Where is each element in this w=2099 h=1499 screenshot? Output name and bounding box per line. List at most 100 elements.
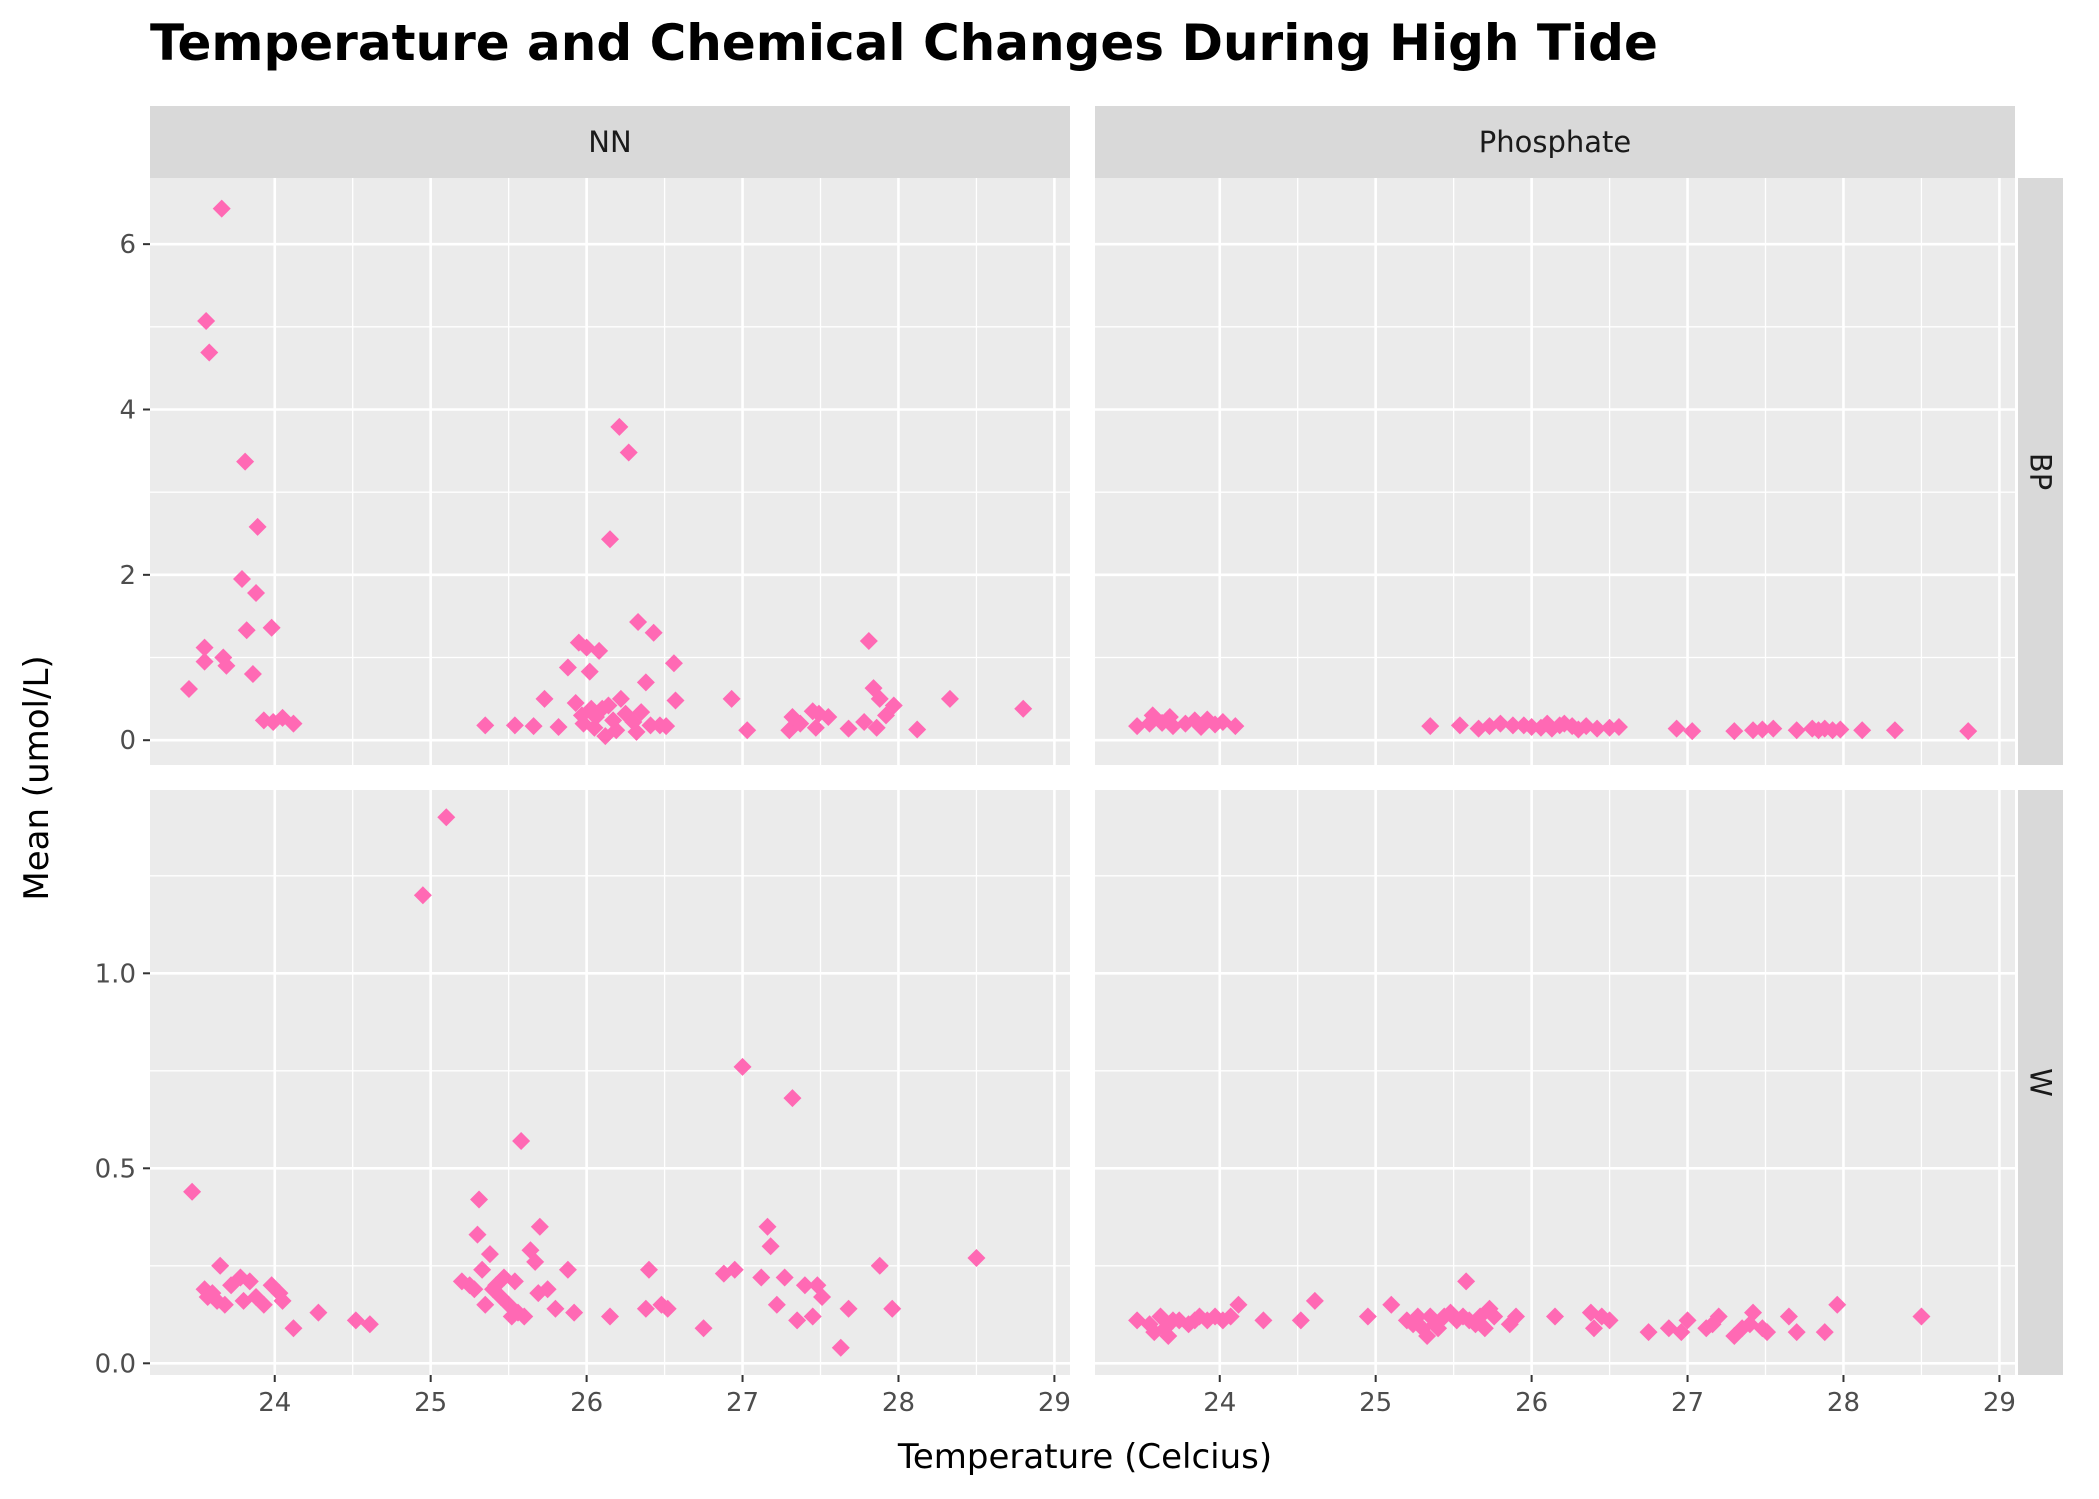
data-point: [524, 717, 543, 736]
data-point: [494, 1268, 513, 1287]
data-point: [437, 808, 456, 827]
data-point: [247, 584, 266, 603]
data-point: [233, 569, 251, 588]
data-point: [183, 1182, 202, 1201]
data-point: [473, 1260, 492, 1279]
data-point: [526, 1252, 545, 1271]
data-point: [1254, 1311, 1273, 1330]
data-point: [360, 1315, 379, 1334]
strip-label: W: [2024, 1068, 2058, 1097]
data-point: [1014, 699, 1033, 718]
data-point: [200, 343, 219, 362]
data-point: [505, 716, 524, 735]
panel-background: [1095, 178, 2015, 765]
data-point: [1226, 717, 1245, 736]
strip-background: [2018, 178, 2063, 765]
data-point: [538, 1280, 557, 1299]
x-tick-label: 27: [726, 1388, 759, 1418]
data-point: [535, 689, 554, 708]
data-point: [590, 641, 609, 660]
data-point: [1758, 1323, 1777, 1342]
data-point: [1588, 719, 1607, 738]
data-point: [641, 716, 660, 735]
panel-background: [150, 790, 1070, 1375]
y-tick-label: 1.0: [95, 959, 136, 989]
data-point: [515, 1307, 534, 1326]
data-point: [722, 689, 741, 708]
data-point: [1457, 1272, 1476, 1291]
y-tick-label: 2: [119, 561, 136, 591]
data-point: [558, 658, 577, 677]
data-point: [783, 1089, 802, 1108]
data-point: [839, 1299, 858, 1318]
data-point: [468, 1225, 487, 1244]
data-point: [694, 1319, 713, 1338]
chart-title: Temperature and Chemical Changes During …: [150, 14, 1658, 72]
data-point: [632, 703, 651, 722]
y-tick-label: 0.5: [95, 1154, 136, 1184]
data-point: [1709, 1307, 1728, 1326]
data-point: [566, 693, 585, 712]
data-point: [1358, 1307, 1377, 1326]
data-point: [1779, 1307, 1798, 1326]
data-point: [248, 517, 267, 536]
data-point: [813, 1288, 832, 1306]
data-point: [855, 713, 874, 732]
data-point: [883, 1299, 902, 1318]
data-point: [465, 1280, 484, 1299]
data-point: [254, 1295, 273, 1314]
data-point: [1959, 722, 1978, 741]
data-point: [530, 1217, 549, 1236]
data-point: [601, 1307, 619, 1326]
data-point: [639, 1260, 658, 1279]
data-point: [806, 718, 825, 737]
data-point: [1485, 1307, 1504, 1326]
data-point: [795, 1276, 814, 1295]
data-point: [601, 530, 619, 549]
data-point: [476, 1295, 495, 1314]
data-point: [1831, 720, 1850, 739]
data-point: [309, 1303, 328, 1322]
data-point: [262, 618, 281, 637]
data-point: [284, 714, 303, 733]
data-point: [1764, 719, 1783, 738]
x-tick-label: 25: [1359, 1388, 1392, 1418]
data-point: [1787, 1323, 1806, 1342]
data-point: [859, 631, 878, 650]
data-point: [1546, 1307, 1564, 1326]
x-tick-label: 29: [1983, 1388, 2016, 1418]
data-point: [195, 652, 214, 671]
data-point: [831, 1338, 850, 1357]
x-tick-label: 28: [882, 1388, 915, 1418]
data-point: [819, 708, 838, 727]
data-point: [1221, 1307, 1240, 1326]
x-tick-label: 24: [258, 1388, 291, 1418]
data-point: [1163, 717, 1182, 736]
data-point: [1609, 717, 1628, 736]
data-point: [580, 662, 599, 681]
strip-label: NN: [588, 125, 631, 159]
x-tick-label: 27: [1671, 1388, 1704, 1418]
data-point: [240, 1272, 259, 1291]
data-point: [505, 1272, 524, 1291]
data-point: [658, 1299, 677, 1318]
data-point: [211, 1256, 230, 1275]
panel-background: [1095, 790, 2015, 1375]
data-point: [788, 1311, 807, 1330]
data-point: [1815, 1323, 1834, 1342]
data-point: [839, 719, 858, 738]
strip-label: Phosphate: [1479, 125, 1632, 159]
data-point: [627, 722, 646, 741]
data-point: [284, 1319, 303, 1338]
data-point: [967, 1249, 986, 1267]
data-point: [752, 1268, 771, 1287]
data-point: [1305, 1291, 1324, 1310]
data-point: [215, 1295, 234, 1314]
data-point: [413, 886, 432, 905]
data-point: [470, 1190, 489, 1209]
data-point: [236, 452, 255, 471]
data-point: [1828, 1295, 1847, 1314]
data-point: [1912, 1307, 1931, 1326]
data-point: [1229, 1295, 1248, 1314]
